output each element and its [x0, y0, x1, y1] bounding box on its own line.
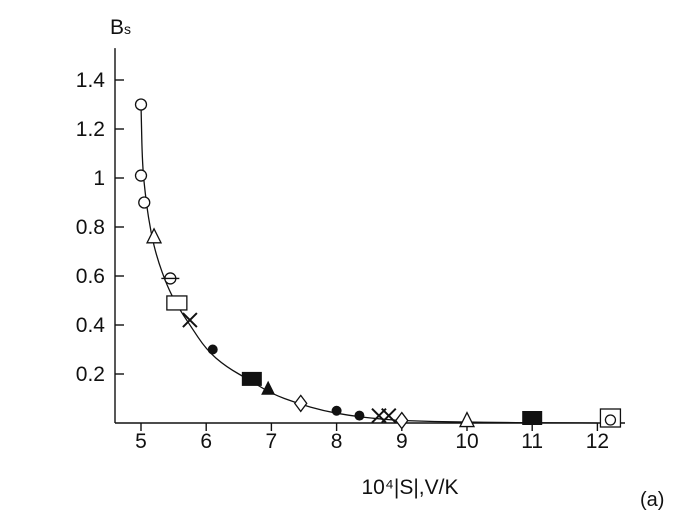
data-point-open-diamond — [394, 411, 409, 430]
data-point-square-with-circle — [599, 408, 622, 428]
curve-line — [140, 104, 598, 424]
x-tick-label: 8 — [331, 430, 343, 453]
data-points — [134, 98, 622, 430]
x-tick-label: 12 — [586, 430, 609, 453]
y-tick-label: 1 — [93, 167, 105, 190]
x-tick-label: 7 — [266, 430, 278, 453]
data-point-open-circle — [138, 196, 151, 209]
y-tick-label: 1.4 — [76, 69, 106, 92]
data-point-filled-circle — [354, 410, 365, 421]
data-point-open-triangle — [458, 411, 476, 428]
data-point-cross — [381, 407, 397, 424]
data-point-open-circle — [134, 169, 148, 182]
y-tick-label: 0.4 — [76, 314, 106, 337]
data-point-filled-triangle — [261, 380, 276, 395]
x-tick-label: 10 — [455, 430, 478, 453]
fitted-curve — [140, 104, 598, 424]
data-point-filled-circle — [207, 344, 218, 355]
x-tick-label: 6 — [200, 430, 212, 453]
data-point-filled-square — [241, 371, 262, 386]
x-tick-label: 5 — [135, 430, 147, 453]
y-axis-title-main: B — [110, 16, 124, 39]
y-tick-label: 0.8 — [76, 216, 105, 239]
y-tick-label: 0.2 — [76, 363, 105, 386]
data-point-filled-square — [522, 411, 543, 425]
x-tick-label: 9 — [396, 430, 408, 453]
panel-label: (a) — [640, 489, 664, 511]
data-point-filled-circle — [331, 405, 342, 416]
axes: 0.2 0.4 0.6 0.8 1 1.2 1.4 5 6 7 8 9 10 11 12 — [76, 48, 625, 453]
y-axis-title-sub: s — [124, 21, 131, 37]
y-tick-label: 1.2 — [76, 118, 105, 141]
y-tick-label: 0.6 — [76, 265, 105, 288]
data-point-cross — [182, 312, 198, 328]
x-tick-label: 11 — [521, 430, 543, 453]
data-point-crossed-circle — [161, 272, 180, 285]
data-point-open-diamond — [293, 394, 308, 413]
data-point-open-triangle — [145, 227, 163, 244]
y-axis-title: Bs — [110, 16, 131, 39]
x-axis-title: 10⁴|S|,V/K — [362, 476, 459, 499]
data-point-open-square — [166, 295, 188, 311]
data-point-open-circle — [134, 98, 148, 111]
